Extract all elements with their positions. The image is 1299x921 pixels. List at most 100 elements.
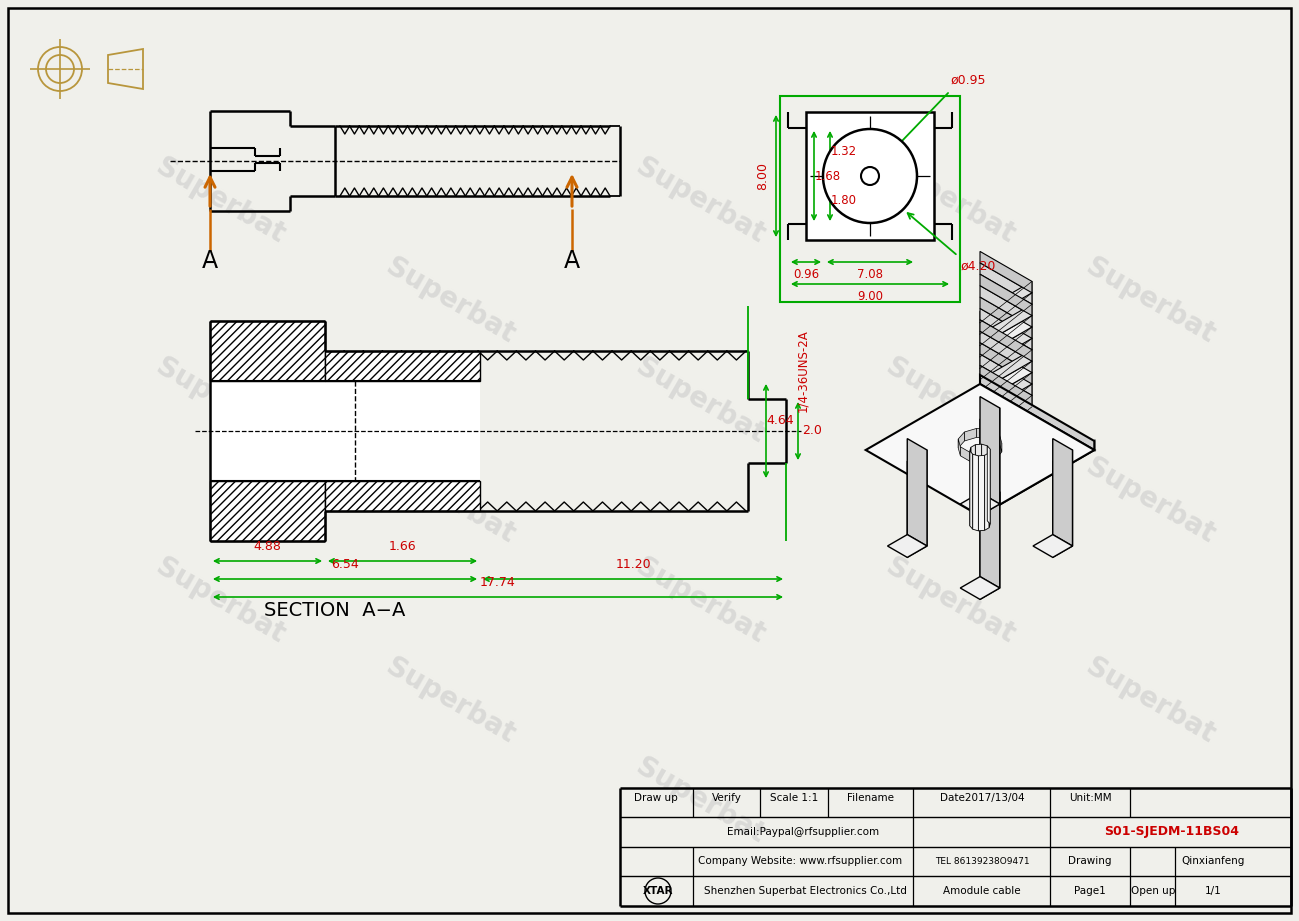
Polygon shape bbox=[985, 453, 989, 530]
Polygon shape bbox=[978, 455, 985, 530]
Text: Open up: Open up bbox=[1131, 886, 1176, 896]
Text: SECTION  A−A: SECTION A−A bbox=[264, 601, 405, 621]
Polygon shape bbox=[977, 428, 990, 438]
Text: Superbat: Superbat bbox=[881, 553, 1020, 649]
Polygon shape bbox=[979, 274, 1031, 316]
Text: 9.00: 9.00 bbox=[857, 289, 883, 302]
Text: Superbat: Superbat bbox=[381, 453, 520, 549]
Polygon shape bbox=[979, 304, 1031, 345]
Polygon shape bbox=[970, 451, 973, 530]
Text: A: A bbox=[564, 249, 581, 273]
Text: 1/4-36UNS-2A: 1/4-36UNS-2A bbox=[796, 330, 809, 413]
Polygon shape bbox=[979, 441, 1094, 516]
Polygon shape bbox=[979, 418, 1031, 460]
Polygon shape bbox=[1052, 450, 1073, 557]
Polygon shape bbox=[976, 444, 982, 519]
Text: 11.20: 11.20 bbox=[616, 558, 651, 572]
Bar bbox=[210, 481, 325, 541]
Polygon shape bbox=[979, 481, 1000, 588]
Polygon shape bbox=[979, 286, 1031, 327]
Text: Superbat: Superbat bbox=[1081, 453, 1220, 549]
Polygon shape bbox=[907, 438, 927, 546]
Bar bbox=[325, 351, 481, 511]
Text: Draw up: Draw up bbox=[634, 793, 678, 803]
Text: Superbat: Superbat bbox=[1081, 253, 1220, 349]
Polygon shape bbox=[1052, 438, 1073, 546]
Text: ø0.95: ø0.95 bbox=[951, 74, 986, 87]
Polygon shape bbox=[995, 443, 1002, 459]
Text: Superbat: Superbat bbox=[1081, 653, 1220, 749]
Text: Superbat: Superbat bbox=[151, 553, 290, 649]
Polygon shape bbox=[979, 361, 1031, 402]
Polygon shape bbox=[979, 354, 1031, 395]
Circle shape bbox=[861, 167, 879, 185]
Polygon shape bbox=[979, 297, 1031, 338]
Polygon shape bbox=[907, 450, 927, 557]
Polygon shape bbox=[979, 309, 1031, 350]
Bar bbox=[779, 96, 960, 302]
Polygon shape bbox=[979, 262, 1031, 304]
Text: 1.80: 1.80 bbox=[831, 193, 857, 206]
Polygon shape bbox=[982, 444, 987, 520]
Bar bbox=[210, 321, 325, 381]
Text: Superbat: Superbat bbox=[151, 353, 290, 449]
Polygon shape bbox=[987, 446, 990, 524]
Polygon shape bbox=[959, 439, 960, 456]
Polygon shape bbox=[990, 430, 1000, 444]
Bar bbox=[210, 321, 325, 541]
Text: Superbat: Superbat bbox=[381, 653, 520, 749]
Text: Drawing: Drawing bbox=[1068, 856, 1112, 866]
Text: Date2017/13/04: Date2017/13/04 bbox=[939, 793, 1025, 803]
Text: 0.96: 0.96 bbox=[792, 267, 820, 281]
Text: Unit:MM: Unit:MM bbox=[1069, 793, 1112, 803]
Text: 2.0: 2.0 bbox=[801, 425, 822, 437]
Polygon shape bbox=[865, 384, 1094, 516]
Polygon shape bbox=[979, 429, 1031, 471]
Bar bbox=[325, 351, 481, 381]
Polygon shape bbox=[979, 408, 1000, 516]
Text: Superbat: Superbat bbox=[151, 153, 290, 250]
Polygon shape bbox=[979, 293, 1031, 334]
Text: Qinxianfeng: Qinxianfeng bbox=[1181, 856, 1244, 866]
Polygon shape bbox=[1000, 436, 1002, 452]
Text: Shenzhen Superbat Electronics Co.,Ltd: Shenzhen Superbat Electronics Co.,Ltd bbox=[704, 886, 907, 896]
Polygon shape bbox=[979, 388, 1031, 429]
Polygon shape bbox=[960, 577, 1000, 600]
Text: TEL 86139238O9471: TEL 86139238O9471 bbox=[935, 857, 1029, 866]
Polygon shape bbox=[979, 407, 1031, 449]
Text: Page1: Page1 bbox=[1074, 886, 1105, 896]
Text: Superbat: Superbat bbox=[381, 253, 520, 349]
Text: 1.32: 1.32 bbox=[831, 146, 857, 158]
Text: Verify: Verify bbox=[712, 793, 742, 803]
Text: 6.54: 6.54 bbox=[331, 558, 359, 572]
Text: ø4.20: ø4.20 bbox=[960, 260, 996, 273]
Text: Amodule cable: Amodule cable bbox=[943, 886, 1021, 896]
Text: Superbat: Superbat bbox=[630, 153, 769, 250]
Text: Superbat: Superbat bbox=[630, 553, 769, 649]
Text: 4.88: 4.88 bbox=[253, 541, 282, 554]
Polygon shape bbox=[979, 350, 1031, 391]
Polygon shape bbox=[979, 332, 1031, 373]
Polygon shape bbox=[960, 493, 1000, 516]
Text: Email:Paypal@rfsupplier.com: Email:Paypal@rfsupplier.com bbox=[727, 827, 879, 837]
Text: S01-SJEDM-11BS04: S01-SJEDM-11BS04 bbox=[1104, 825, 1239, 838]
Polygon shape bbox=[979, 316, 1031, 357]
Polygon shape bbox=[979, 397, 1000, 504]
Polygon shape bbox=[887, 534, 927, 557]
Text: 8.00: 8.00 bbox=[756, 162, 769, 190]
Polygon shape bbox=[964, 428, 977, 441]
Text: 4.64: 4.64 bbox=[766, 414, 794, 427]
Polygon shape bbox=[979, 366, 1031, 407]
Polygon shape bbox=[960, 447, 970, 461]
Polygon shape bbox=[979, 320, 1031, 361]
Text: Company Website: www.rfsupplier.com: Company Website: www.rfsupplier.com bbox=[698, 856, 902, 866]
Polygon shape bbox=[979, 384, 1031, 426]
Polygon shape bbox=[1033, 534, 1073, 557]
Circle shape bbox=[824, 129, 917, 223]
Polygon shape bbox=[979, 327, 1031, 368]
Text: XTAR: XTAR bbox=[643, 886, 673, 896]
Text: Filename: Filename bbox=[847, 793, 895, 803]
Polygon shape bbox=[973, 454, 978, 530]
Polygon shape bbox=[979, 373, 1031, 414]
Polygon shape bbox=[970, 452, 983, 462]
